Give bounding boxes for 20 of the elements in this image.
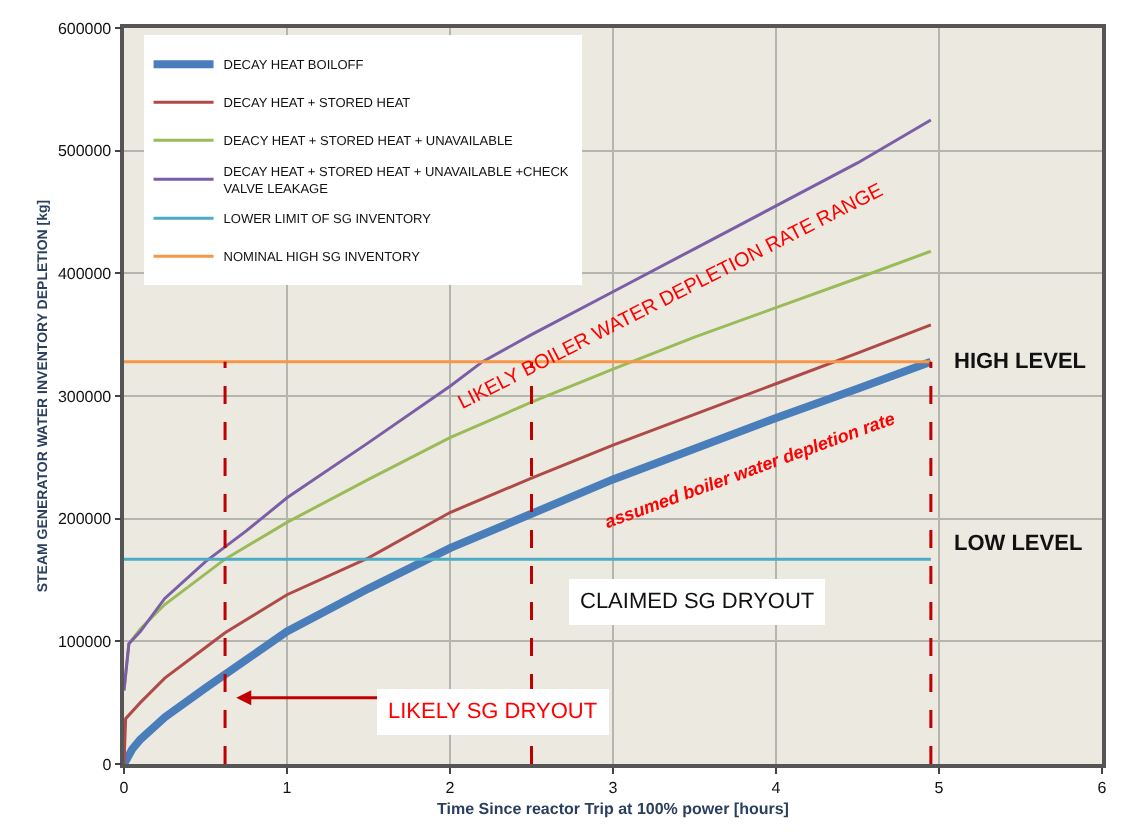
y-tick-label: 500000 (57, 142, 113, 161)
y-tick-label: 400000 (57, 264, 113, 283)
annotation: LIKELY SG DRYOUT (388, 700, 598, 724)
y-tick-label: 300000 (57, 387, 113, 406)
y-tick-label: 200000 (57, 510, 113, 529)
x-tick-label: 4 (771, 778, 782, 797)
x-tick-label: 2 (445, 778, 456, 797)
annotation: HIGH LEVEL (954, 350, 1087, 374)
y-tick-label: 0 (102, 755, 113, 774)
line-series (124, 118, 933, 692)
y-tick-label: 100000 (57, 632, 113, 651)
y-tick-label: 600000 (57, 19, 113, 38)
annotation: LOW LEVEL (954, 532, 1083, 556)
x-tick-label: 0 (119, 778, 130, 797)
annotation: CLAIMED SG DRYOUT (580, 590, 815, 614)
x-tick-label: 6 (1097, 778, 1108, 797)
x-axis-title: Time Since reactor Trip at 100% power [hours] (437, 799, 790, 818)
x-tick-label: 3 (608, 778, 619, 797)
x-tick-label: 5 (934, 778, 945, 797)
x-tick-label: 1 (282, 778, 293, 797)
